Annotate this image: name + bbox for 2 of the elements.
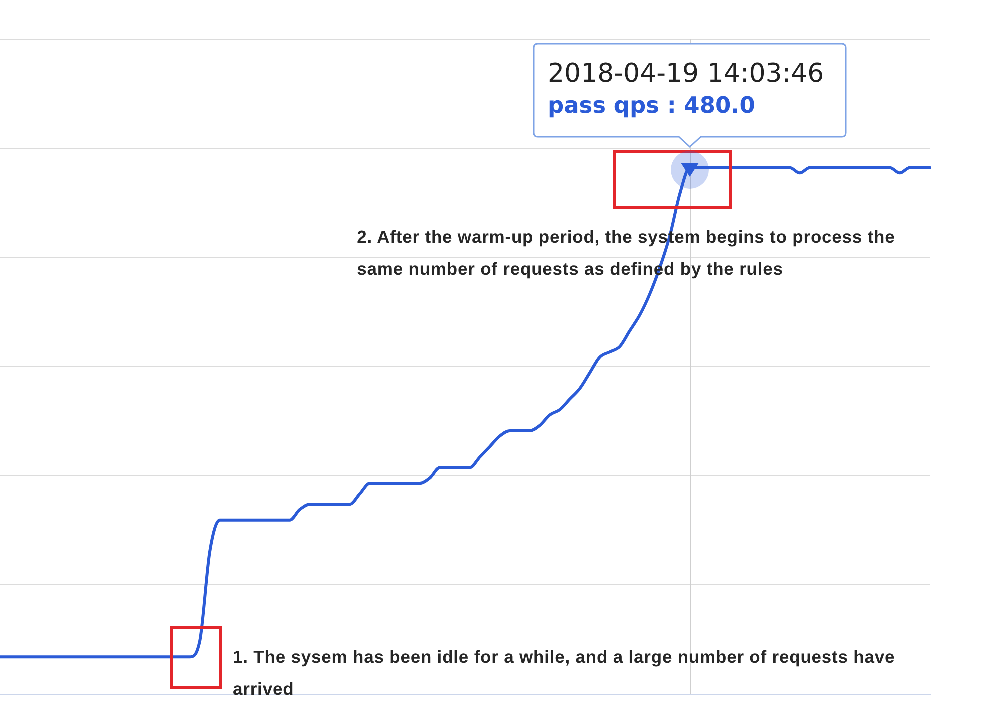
annotation: 1. The sysem has been idle for a while, and a large number of requests have arrived [233, 646, 896, 702]
tooltip: 2018-04-19 14:03:46 pass qps : 480.0 [533, 42, 847, 149]
